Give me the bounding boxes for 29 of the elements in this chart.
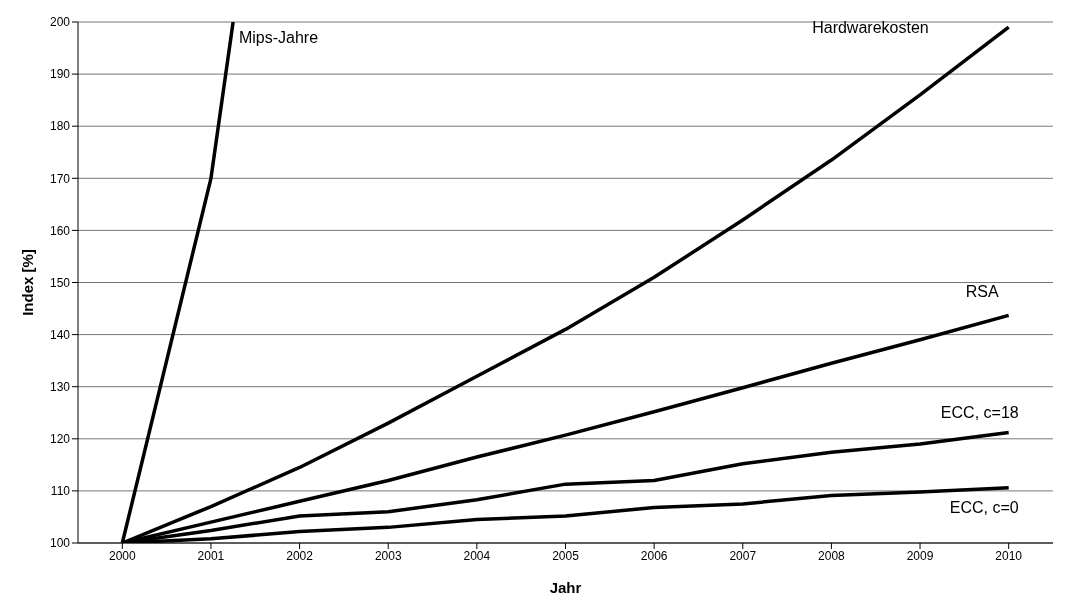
x-tick-label: 2005 [552, 548, 580, 563]
x-tick-label: 2001 [197, 548, 225, 563]
x-axis-title: Jahr [549, 579, 582, 596]
y-tick-label: 150 [49, 275, 71, 290]
y-tick-label: 110 [50, 484, 71, 499]
y-tick-label: 190 [49, 67, 71, 82]
text: Hardwarekosten [812, 19, 929, 37]
series-label: ECC, c=18 [940, 403, 1019, 421]
series-label: ECC, c=0 [949, 498, 1019, 516]
y-tick-label: 120 [49, 432, 71, 447]
x-tick-label: 2007 [729, 548, 757, 563]
y-tick-label: 160 [49, 223, 71, 238]
y-tick-label: 180 [49, 119, 71, 134]
x-tick-label: 2009 [906, 548, 934, 563]
y-axis-title: Index [%] [19, 249, 37, 316]
x-tick-label: 2008 [818, 548, 846, 563]
x-tick-label: 2004 [463, 548, 491, 563]
y-tick-label: 140 [49, 327, 71, 342]
x-tick-label: 2006 [640, 548, 668, 563]
x-tick-label: 2000 [108, 548, 136, 563]
y-tick-label: 100 [49, 536, 71, 551]
y-tick-label: 200 [49, 15, 71, 30]
x-tick-label: 2002 [286, 548, 314, 563]
x-tick-label: 2010 [995, 548, 1023, 563]
x-tick-label: 2003 [374, 548, 402, 563]
y-tick-label: 130 [49, 379, 71, 394]
y-tick-label: 170 [49, 171, 71, 186]
series-label: RSA [965, 283, 999, 301]
series-label: Mips-Jahre [238, 29, 319, 47]
